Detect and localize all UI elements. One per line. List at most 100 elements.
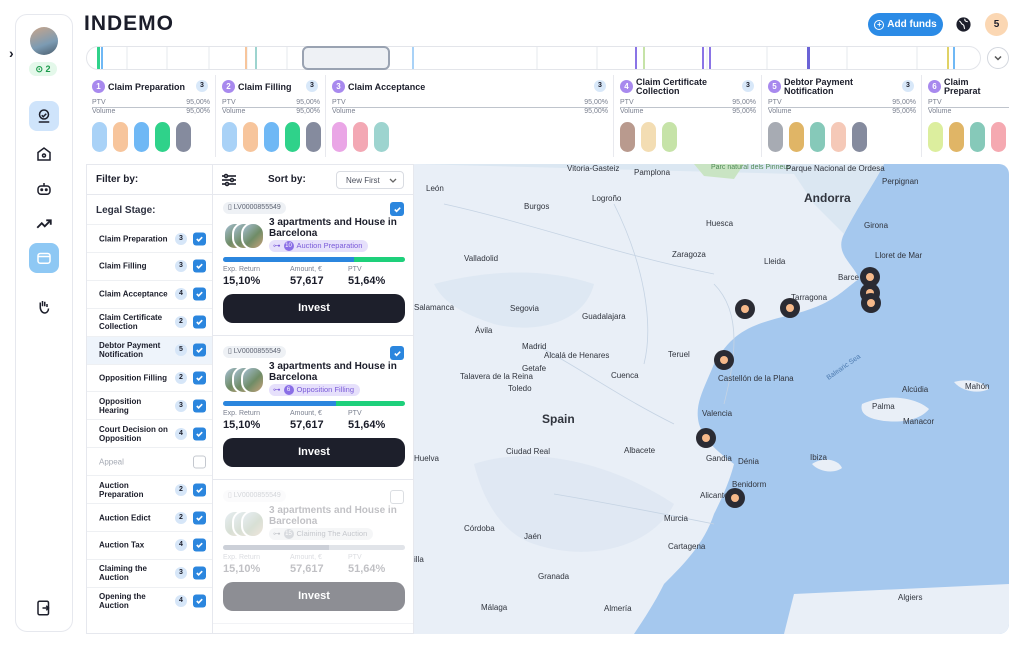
listing-card[interactable]: ▯ LV0000855549 3 apartments and House in…: [213, 196, 413, 336]
deal-pill[interactable]: [264, 122, 279, 152]
deal-pill[interactable]: [306, 122, 321, 152]
avatar[interactable]: [30, 27, 58, 55]
filter-item[interactable]: Claim Certificate Collection 2: [87, 307, 212, 336]
filter-item[interactable]: Claiming the Auction 3: [87, 558, 212, 587]
dashboard-icon[interactable]: [29, 101, 59, 131]
deal-pill[interactable]: [92, 122, 107, 152]
listing-title[interactable]: 3 apartments and House in Barcelona: [269, 505, 397, 527]
deal-pill[interactable]: [852, 122, 867, 152]
filter-item[interactable]: Auction Tax 4: [87, 530, 212, 559]
stage-card[interactable]: 3 Claim Acceptance 3 PTV 95,00% Volume 95,…: [326, 75, 614, 157]
property-map-marker[interactable]: [696, 428, 716, 448]
listing-card[interactable]: ▯ LV0000855549 3 apartments and House in…: [213, 340, 413, 480]
deal-pill[interactable]: [789, 122, 804, 152]
listing-photos[interactable]: [223, 510, 265, 538]
robot-icon[interactable]: [29, 174, 59, 204]
filter-checkbox[interactable]: [193, 399, 206, 413]
stage-card[interactable]: 6 Claim Preparat PTV Volume: [922, 75, 1009, 157]
listing-checkbox[interactable]: [390, 202, 404, 216]
timeline-scroll-thumb[interactable]: [302, 46, 390, 70]
user-menu-badge[interactable]: 5: [985, 13, 1008, 36]
deal-pill[interactable]: [620, 122, 635, 152]
filter-item[interactable]: Opposition Hearing 3: [87, 391, 212, 419]
invest-button[interactable]: Invest: [223, 438, 405, 467]
stage-volume-row: Volume 95,00%: [768, 108, 916, 115]
deal-pill[interactable]: [332, 122, 347, 152]
filter-checkbox[interactable]: [193, 287, 206, 301]
filter-checkbox[interactable]: [193, 371, 206, 385]
stage-card[interactable]: 4 Claim Certificate Collection 3 PTV 95,0…: [614, 75, 762, 157]
listing-title[interactable]: 3 apartments and House in Barcelona: [269, 217, 397, 239]
property-map-marker[interactable]: [860, 267, 880, 287]
filter-checkbox[interactable]: [193, 232, 206, 245]
filter-checkbox[interactable]: [193, 483, 206, 497]
property-map-marker[interactable]: [861, 293, 881, 313]
filter-item[interactable]: Court Decision on Opposition 4: [87, 419, 212, 447]
filter-checkbox[interactable]: [193, 566, 206, 580]
deal-pill[interactable]: [155, 122, 170, 152]
deal-pill[interactable]: [353, 122, 368, 152]
stage-card[interactable]: 1 Claim Preparation 3 PTV 95,00% Volume 95…: [86, 75, 216, 157]
filter-item[interactable]: Opposition Filling 2: [87, 363, 212, 392]
filter-item[interactable]: Debtor Payment Notification 5: [87, 335, 212, 364]
filter-item[interactable]: Claim Preparation 3: [87, 224, 212, 252]
deal-pill[interactable]: [768, 122, 783, 152]
stage-timeline[interactable]: [86, 46, 981, 70]
deal-pill[interactable]: [134, 122, 149, 152]
filter-checkbox[interactable]: [193, 594, 206, 608]
listing-photos[interactable]: [223, 222, 265, 250]
deal-pill[interactable]: [970, 122, 985, 152]
deal-pill[interactable]: [113, 122, 128, 152]
filter-item[interactable]: Claim Acceptance 4: [87, 279, 212, 308]
filter-checkbox[interactable]: [193, 455, 206, 469]
deal-pill[interactable]: [928, 122, 943, 152]
trend-icon[interactable]: [29, 209, 59, 239]
deal-pill[interactable]: [374, 122, 389, 152]
home-icon[interactable]: [29, 139, 59, 169]
filter-item[interactable]: Opening the Auction 4: [87, 586, 212, 615]
stage-card[interactable]: 5 Debtor Payment Notification 3 PTV 95,00…: [762, 75, 922, 157]
property-map-marker[interactable]: [714, 350, 734, 370]
stage-card[interactable]: 2 Claim Filling 3 PTV 95,00% Volume 95,00%: [216, 75, 326, 157]
listing-card[interactable]: ▯ LV0000855549 3 apartments and House in…: [213, 484, 413, 624]
filter-checkbox[interactable]: [193, 343, 206, 357]
deal-pill[interactable]: [949, 122, 964, 152]
filter-checkbox[interactable]: [193, 259, 206, 273]
listing-photos[interactable]: [223, 366, 265, 394]
property-map-marker[interactable]: [735, 299, 755, 319]
invest-button[interactable]: Invest: [223, 582, 405, 611]
deal-pill[interactable]: [176, 122, 191, 152]
deal-pill[interactable]: [991, 122, 1006, 152]
listing-checkbox[interactable]: [390, 490, 404, 504]
listing-checkbox[interactable]: [390, 346, 404, 360]
sort-select[interactable]: New First: [336, 171, 404, 189]
chevron-down-icon[interactable]: [987, 47, 1009, 69]
deal-pill[interactable]: [285, 122, 300, 152]
filter-checkbox[interactable]: [193, 427, 206, 441]
invest-button[interactable]: Invest: [223, 294, 405, 323]
wallet-icon[interactable]: [29, 243, 59, 273]
hand-icon[interactable]: [29, 292, 59, 322]
filter-checkbox[interactable]: [193, 538, 206, 552]
deal-pill[interactable]: [243, 122, 258, 152]
filter-checkbox[interactable]: [193, 511, 206, 524]
deal-pill[interactable]: [831, 122, 846, 152]
deal-pill[interactable]: [810, 122, 825, 152]
listing-title[interactable]: 3 apartments and House in Barcelona: [269, 361, 397, 383]
add-funds-button[interactable]: + Add funds: [868, 13, 943, 36]
globe-icon[interactable]: [955, 16, 972, 38]
filter-item[interactable]: Appeal: [87, 447, 212, 475]
deal-pill[interactable]: [641, 122, 656, 152]
filter-item[interactable]: Claim Filling 3: [87, 251, 212, 280]
filter-checkbox[interactable]: [193, 315, 206, 329]
deal-pill[interactable]: [662, 122, 677, 152]
property-map-marker[interactable]: [780, 298, 800, 318]
filter-item[interactable]: Auction Edict 2: [87, 503, 212, 531]
sidebar-toggle-icon[interactable]: ›: [9, 45, 14, 61]
filter-item[interactable]: Auction Preparation 2: [87, 475, 212, 503]
filter-sliders-icon[interactable]: [221, 173, 237, 192]
property-map-marker[interactable]: [725, 488, 745, 508]
logout-icon[interactable]: [29, 593, 59, 623]
deal-pill[interactable]: [222, 122, 237, 152]
map-view[interactable]: Andorra Spain Madrid Zaragoza Valencia Murcia…: [414, 164, 1009, 634]
